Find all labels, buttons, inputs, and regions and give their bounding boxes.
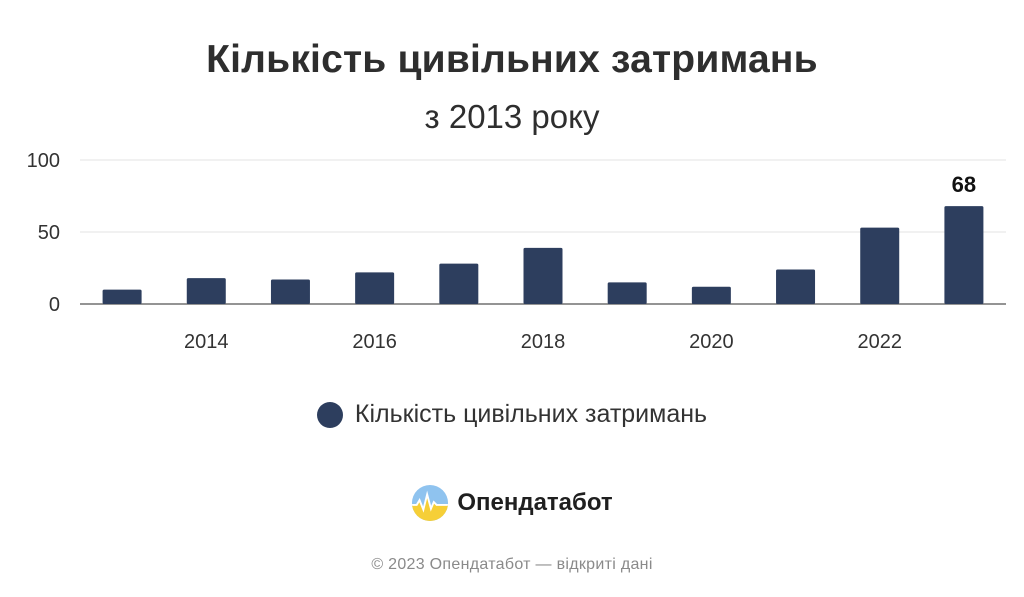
bar <box>270 279 310 304</box>
x-tick-label: 2022 <box>857 331 902 353</box>
x-tick-label: 2020 <box>689 331 734 353</box>
bar <box>186 278 226 304</box>
bar <box>860 227 900 304</box>
brand-name: Опендатабот <box>457 489 613 516</box>
sun-over-waves-icon <box>412 484 449 522</box>
legend-label: Кількість цивільних затримань <box>354 400 708 428</box>
chart-title: Кількість цивільних затримань <box>206 38 818 81</box>
bar <box>607 282 647 304</box>
y-tick-label: 50 <box>38 222 60 244</box>
copyright-footer: © 2023 Опендатабот — відкриті дані <box>371 556 653 573</box>
legend-marker <box>316 401 343 428</box>
bar <box>102 289 142 304</box>
data-label: 68 <box>952 172 976 197</box>
legend[interactable]: Кількість цивільних затримань <box>0 400 1024 429</box>
bar-chart: 0 50 100 2014 2016 2018 2020 2022 68 <box>27 150 1006 353</box>
bar <box>944 206 984 304</box>
bar <box>691 286 731 304</box>
bar <box>355 272 395 304</box>
x-tick-label: 2018 <box>521 331 566 353</box>
y-tick-label: 0 <box>49 294 60 316</box>
bar <box>776 269 816 304</box>
chart-subtitle: з 2013 року <box>424 98 600 135</box>
bar <box>439 263 479 304</box>
x-tick-label: 2016 <box>352 331 397 353</box>
x-tick-label: 2014 <box>184 331 229 353</box>
brand: Опендатабот <box>0 484 1024 522</box>
y-tick-label: 100 <box>27 150 60 172</box>
bar <box>523 247 563 304</box>
